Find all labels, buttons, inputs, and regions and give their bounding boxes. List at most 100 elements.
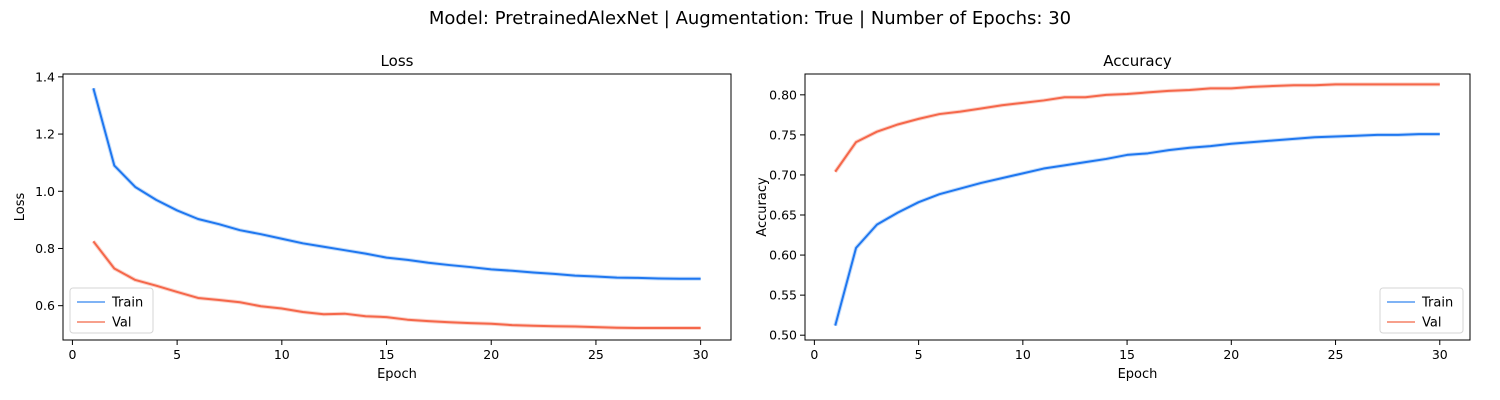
accuracy-val-point-18	[1189, 89, 1191, 91]
accuracy-val-point-22	[1272, 85, 1274, 87]
accuracy-val-point-2	[855, 141, 857, 143]
loss-xtick-label: 30	[693, 347, 709, 362]
loss-val-point-22	[532, 325, 534, 327]
accuracy-val-point-11	[1043, 100, 1045, 102]
accuracy-title: Accuracy	[1103, 52, 1172, 70]
accuracy-legend-label-train: Train	[1421, 296, 1453, 311]
loss-train-line	[92, 88, 701, 280]
accuracy-val-point-12	[1064, 96, 1066, 98]
accuracy-train-point-4	[897, 212, 899, 214]
loss-val-point-14	[365, 315, 367, 317]
accuracy-train-point-13	[1085, 161, 1087, 163]
loss-train-point-20	[490, 269, 492, 271]
accuracy-train-point-28	[1397, 134, 1399, 136]
accuracy-train-point-12	[1064, 165, 1066, 167]
loss-val-point-19	[469, 322, 471, 324]
accuracy-train-point-16	[1147, 153, 1149, 155]
loss-train-point-4	[155, 199, 157, 201]
loss-train-point-9	[260, 233, 262, 235]
accuracy-val-point-26	[1356, 84, 1358, 86]
loss-train-point-27	[637, 277, 639, 279]
accuracy-val-point-6	[939, 113, 941, 115]
loss-val-point-6	[197, 297, 199, 299]
accuracy-ytick-label: 0.75	[769, 127, 797, 142]
loss-train-point-30	[700, 278, 702, 280]
accuracy-xtick-label: 10	[1015, 347, 1031, 362]
accuracy-val-point-9	[1001, 104, 1003, 106]
accuracy-axes-frame	[804, 73, 1471, 341]
accuracy-train-point-9	[1001, 177, 1003, 179]
loss-val-point-17	[428, 320, 430, 322]
accuracy-train-point-3	[876, 224, 878, 226]
accuracy-train-point-29	[1418, 133, 1420, 135]
accuracy-xlabel: Epoch	[1118, 367, 1158, 382]
loss-val-point-2	[114, 268, 116, 270]
accuracy-val-point-19	[1210, 88, 1212, 90]
loss-xtick-label: 0	[68, 347, 76, 362]
loss-ytick-label: 0.6	[35, 298, 55, 313]
accuracy-val-point-7	[960, 111, 962, 113]
loss-train-point-16	[407, 259, 409, 261]
accuracy-train-point-20	[1231, 143, 1233, 145]
loss-train-point-23	[553, 273, 555, 275]
accuracy-ytick-label: 0.60	[769, 248, 797, 263]
loss-train-point-24	[574, 275, 576, 277]
loss-title: Loss	[381, 52, 414, 70]
accuracy-legend-label-val: Val	[1422, 316, 1441, 331]
loss-val-point-29	[679, 327, 681, 329]
loss-val-point-23	[553, 325, 555, 327]
accuracy-train-point-2	[855, 247, 857, 249]
loss-val-point-11	[302, 311, 304, 313]
accuracy-val-point-17	[1168, 90, 1170, 92]
accuracy-train-point-23	[1293, 138, 1295, 140]
loss-val-point-28	[658, 327, 660, 329]
loss-train-point-19	[469, 266, 471, 268]
accuracy-train-point-22	[1272, 140, 1274, 142]
loss-val-point-25	[595, 326, 597, 328]
accuracy-train-point-26	[1356, 135, 1358, 137]
loss-val-point-8	[239, 301, 241, 303]
loss-val-point-27	[637, 327, 639, 329]
accuracy-val-point-28	[1397, 84, 1399, 86]
accuracy-train-band	[833, 132, 1440, 327]
loss-legend-label-train: Train	[111, 296, 143, 311]
loss-xlabel: Epoch	[377, 367, 417, 382]
loss-legend-label-val: Val	[112, 316, 131, 331]
loss-val-point-21	[511, 324, 513, 326]
loss-train-point-25	[595, 276, 597, 278]
accuracy-train-point-27	[1376, 134, 1378, 136]
loss-val-point-3	[134, 279, 136, 281]
accuracy-train-point-24	[1314, 137, 1316, 139]
loss-train-point-3	[134, 186, 136, 188]
accuracy-val-point-5	[918, 118, 920, 120]
accuracy-val-line	[834, 83, 1440, 173]
loss-ytick-label: 1.0	[35, 184, 55, 199]
accuracy-val-point-8	[980, 108, 982, 110]
accuracy-train-point-7	[960, 188, 962, 190]
accuracy-train-point-19	[1210, 145, 1212, 147]
accuracy-val-point-24	[1314, 84, 1316, 86]
accuracy-train-point-17	[1168, 149, 1170, 151]
accuracy-ylabel: Accuracy	[755, 177, 770, 237]
accuracy-val-point-25	[1335, 84, 1337, 86]
accuracy-val-point-20	[1231, 88, 1233, 90]
accuracy-ytick-label: 0.70	[769, 167, 797, 182]
accuracy-train-point-21	[1251, 141, 1253, 143]
loss-val-point-4	[155, 285, 157, 287]
accuracy-xtick-label: 15	[1119, 347, 1135, 362]
accuracy-ytick-label: 0.50	[769, 328, 797, 343]
loss-train-point-7	[218, 223, 220, 225]
loss-train-point-22	[532, 272, 534, 274]
loss-train-point-8	[239, 229, 241, 231]
accuracy-train-point-11	[1043, 168, 1045, 170]
loss-train-point-17	[428, 262, 430, 264]
loss-val-point-16	[407, 319, 409, 321]
loss-xtick-label: 20	[483, 347, 499, 362]
accuracy-train-point-14	[1105, 158, 1107, 160]
accuracy-val-point-23	[1293, 84, 1295, 86]
accuracy-val-point-13	[1085, 96, 1087, 98]
loss-val-point-7	[218, 299, 220, 301]
loss-train-band	[91, 87, 701, 281]
loss-train-point-26	[616, 277, 618, 279]
accuracy-val-band	[833, 82, 1440, 173]
